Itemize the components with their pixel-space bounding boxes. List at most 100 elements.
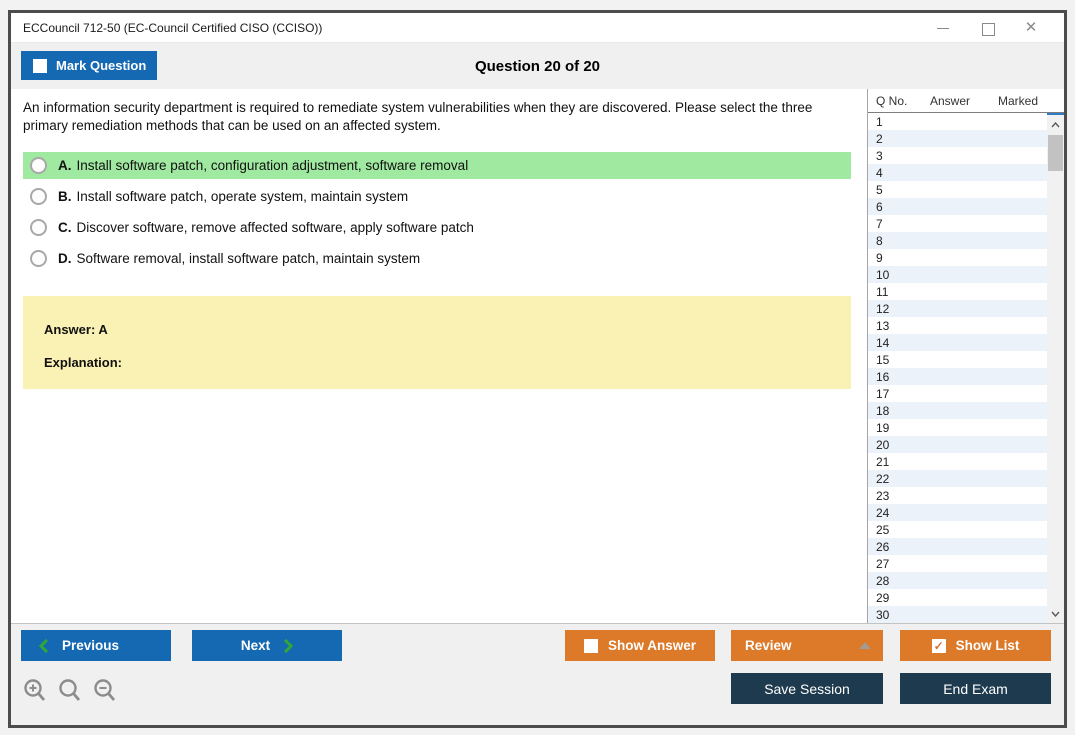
column-header-answer: Answer bbox=[930, 93, 971, 108]
chevron-left-icon bbox=[39, 638, 49, 653]
dropdown-up-icon bbox=[859, 642, 871, 649]
question-list-row[interactable]: 13 bbox=[868, 317, 1047, 334]
question-number: 26 bbox=[876, 539, 890, 554]
answer-option[interactable]: A. Install software patch, configuration… bbox=[23, 151, 851, 179]
answer-option[interactable]: B. Install software patch, operate syste… bbox=[23, 183, 851, 210]
question-number: 5 bbox=[876, 182, 883, 197]
question-list-row[interactable]: 8 bbox=[868, 232, 1047, 249]
mark-question-checkbox[interactable] bbox=[33, 58, 47, 73]
question-list-header: Q No. Answer Marked bbox=[868, 89, 1064, 113]
question-list-row[interactable]: 18 bbox=[868, 402, 1047, 419]
question-list-row[interactable]: 5 bbox=[868, 181, 1047, 198]
question-number: 12 bbox=[876, 301, 890, 316]
show-answer-checkbox[interactable] bbox=[583, 638, 598, 653]
question-number: 6 bbox=[876, 199, 883, 214]
question-number: 21 bbox=[876, 454, 890, 469]
question-list-row[interactable]: 10 bbox=[868, 266, 1047, 283]
close-icon[interactable]: ✕ bbox=[1024, 18, 1038, 36]
question-list-row[interactable]: 15 bbox=[868, 351, 1047, 368]
zoom-in-icon[interactable] bbox=[23, 678, 47, 703]
question-list-row[interactable]: 4 bbox=[868, 164, 1047, 181]
question-panel: An information security department is re… bbox=[11, 89, 867, 623]
answer-label: Answer: A bbox=[44, 321, 108, 337]
radio-button-icon[interactable] bbox=[30, 249, 47, 267]
question-list-row[interactable]: 30 bbox=[868, 606, 1047, 623]
header-band: Question 20 of 20 Mark Question bbox=[11, 43, 1064, 89]
question-list-row[interactable]: 19 bbox=[868, 419, 1047, 436]
question-list-row[interactable]: 23 bbox=[868, 487, 1047, 504]
question-text: An information security department is re… bbox=[23, 100, 813, 133]
question-list-row[interactable]: 27 bbox=[868, 555, 1047, 572]
question-list-row[interactable]: 17 bbox=[868, 385, 1047, 402]
option-text: Discover software, remove affected softw… bbox=[76, 219, 474, 235]
question-list-row[interactable]: 6 bbox=[868, 198, 1047, 215]
question-list-row[interactable]: 29 bbox=[868, 589, 1047, 606]
show-answer-label: Show Answer bbox=[607, 638, 696, 653]
question-number: 10 bbox=[876, 267, 890, 282]
minimize-icon[interactable] bbox=[936, 21, 950, 35]
question-list-row[interactable]: 2 bbox=[868, 130, 1047, 147]
maximize-icon[interactable] bbox=[980, 21, 995, 36]
radio-button-icon[interactable] bbox=[30, 187, 47, 205]
question-number: 7 bbox=[876, 216, 883, 231]
end-exam-button[interactable]: End Exam bbox=[900, 673, 1051, 704]
question-list-row[interactable]: 28 bbox=[868, 572, 1047, 589]
option-letter: D. bbox=[58, 250, 72, 266]
question-number: 15 bbox=[876, 352, 890, 367]
end-exam-label: End Exam bbox=[943, 680, 1008, 697]
option-text: Software removal, install software patch… bbox=[76, 250, 421, 266]
title-bar: ECCouncil 712-50 (EC-Council Certified C… bbox=[11, 13, 1064, 43]
scrollbar-thumb[interactable] bbox=[1048, 135, 1063, 171]
review-label: Review bbox=[745, 638, 792, 653]
question-number: 11 bbox=[876, 284, 889, 299]
radio-button-icon[interactable] bbox=[30, 218, 47, 236]
question-number: 16 bbox=[876, 369, 890, 384]
answer-box: Answer: A Explanation: bbox=[23, 295, 851, 389]
show-answer-button[interactable]: Show Answer bbox=[565, 630, 715, 661]
question-list-row[interactable]: 16 bbox=[868, 368, 1047, 385]
question-list-row[interactable]: 12 bbox=[868, 300, 1047, 317]
question-number: 19 bbox=[876, 420, 890, 435]
mark-question-button[interactable]: Mark Question bbox=[21, 51, 157, 80]
question-number: 14 bbox=[876, 335, 890, 350]
question-number: 29 bbox=[876, 590, 890, 605]
zoom-out-icon[interactable] bbox=[93, 678, 117, 703]
question-list-row[interactable]: 3 bbox=[868, 147, 1047, 164]
scroll-up-icon[interactable] bbox=[1047, 117, 1064, 132]
question-number: 25 bbox=[876, 522, 890, 537]
question-number: 18 bbox=[876, 403, 890, 418]
answer-option[interactable]: D. Software removal, install software pa… bbox=[23, 245, 851, 272]
question-number: 4 bbox=[876, 165, 883, 180]
scroll-down-icon[interactable] bbox=[1047, 606, 1064, 621]
question-list-row[interactable]: 26 bbox=[868, 538, 1047, 555]
question-list-row[interactable]: 14 bbox=[868, 334, 1047, 351]
question-list-row[interactable]: 22 bbox=[868, 470, 1047, 487]
show-list-checkbox[interactable]: ✓ bbox=[931, 638, 946, 653]
zoom-reset-icon[interactable] bbox=[58, 678, 82, 703]
save-session-button[interactable]: Save Session bbox=[731, 673, 883, 704]
review-button[interactable]: Review bbox=[731, 630, 883, 661]
column-header-qno: Q No. bbox=[876, 93, 908, 108]
scrollbar[interactable] bbox=[1047, 113, 1064, 623]
question-list-row[interactable]: 24 bbox=[868, 504, 1047, 521]
question-list-row[interactable]: 11 bbox=[868, 283, 1047, 300]
show-list-button[interactable]: ✓ Show List bbox=[900, 630, 1051, 661]
question-number: 27 bbox=[876, 556, 890, 571]
previous-button[interactable]: Previous bbox=[21, 630, 171, 661]
option-letter: C. bbox=[58, 219, 72, 235]
question-list-row[interactable]: 20 bbox=[868, 436, 1047, 453]
question-list-row[interactable]: 9 bbox=[868, 249, 1047, 266]
radio-button-icon[interactable] bbox=[30, 156, 47, 174]
question-list-row[interactable]: 1 bbox=[868, 113, 1047, 130]
main-area: An information security department is re… bbox=[11, 89, 1064, 623]
question-list-sidebar: Q No. Answer Marked 1 2 3 4 5 6 7 8 9 10… bbox=[867, 89, 1064, 623]
question-counter: Question 20 of 20 bbox=[474, 57, 601, 75]
next-button[interactable]: Next bbox=[192, 630, 342, 661]
explanation-label: Explanation: bbox=[44, 354, 123, 370]
zoom-toolbar bbox=[23, 678, 117, 703]
question-list-row[interactable]: 25 bbox=[868, 521, 1047, 538]
question-list-row[interactable]: 21 bbox=[868, 453, 1047, 470]
question-list-row[interactable]: 7 bbox=[868, 215, 1047, 232]
option-letter: A. bbox=[58, 157, 72, 173]
answer-option[interactable]: C. Discover software, remove affected so… bbox=[23, 214, 851, 241]
